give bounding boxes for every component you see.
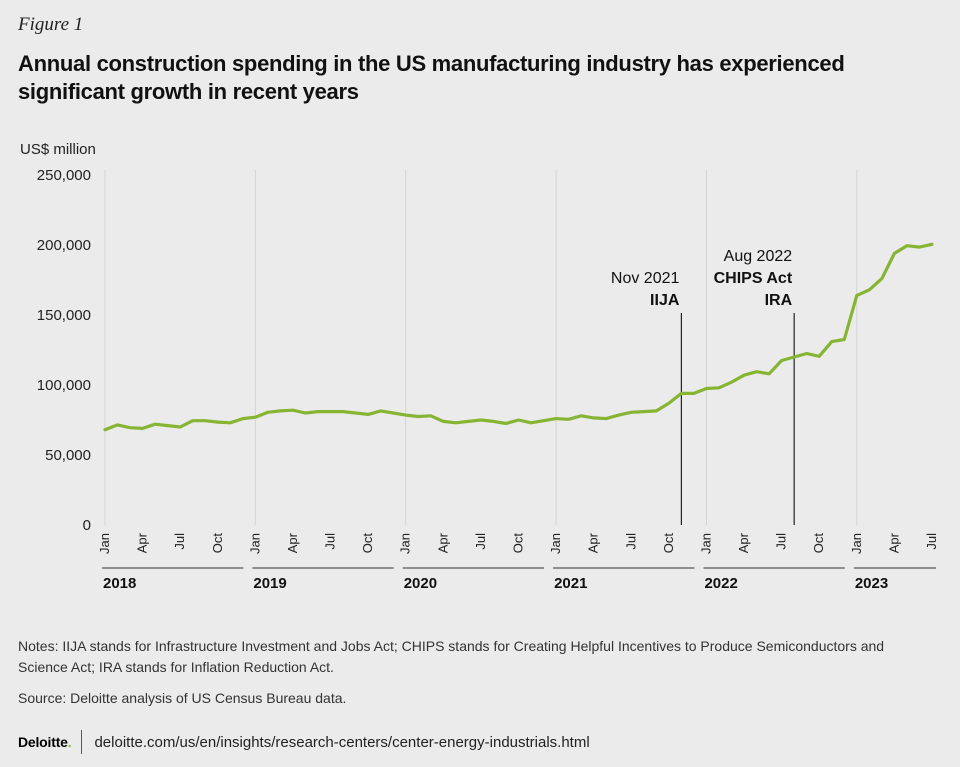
chart-notes: Notes: IIJA stands for Infrastructure In… — [18, 638, 885, 675]
annotations: Nov 2021 IIJA Aug 2022 CHIPS Act IRA — [611, 248, 795, 525]
x-tick-label: Jan — [398, 533, 413, 554]
x-tick-label: Jul — [172, 533, 187, 550]
footer: Deloitte. deloitte.com/us/en/insights/re… — [18, 729, 590, 755]
x-tick-label: Apr — [886, 532, 901, 553]
gridlines — [104, 170, 858, 525]
annotation-label: Aug 2022 — [724, 248, 793, 265]
year-label-2020: 2020 — [404, 575, 437, 592]
x-tick-label: Jul — [924, 533, 939, 550]
x-tick-label: Jan — [849, 533, 864, 554]
y-tick-label: 0 — [83, 517, 91, 534]
line-chart: US$ million 0 50,000 100,000 150,000 200,000… — [20, 141, 939, 592]
annotation-label: IRA — [765, 292, 793, 309]
x-tick-label: Apr — [285, 532, 300, 553]
deloitte-logo: Deloitte. — [18, 734, 72, 750]
chart-title: Annual construction spending in the US m… — [18, 51, 845, 104]
x-tick-label: Jul — [473, 533, 488, 550]
x-tick-label: Apr — [435, 532, 450, 553]
x-tick-label: Jan — [97, 533, 112, 554]
y-tick-label: 200,000 — [37, 237, 91, 254]
x-tick-label: Oct — [661, 533, 676, 554]
x-tick-label: Jul — [323, 533, 338, 550]
x-tick-label: Oct — [210, 533, 225, 554]
footer-url[interactable]: deloitte.com/us/en/insights/research-cen… — [94, 733, 590, 751]
y-tick-label: 100,000 — [37, 377, 91, 394]
y-axis: 0 50,000 100,000 150,000 200,000 250,000 — [37, 167, 91, 534]
x-tick-label: Apr — [736, 532, 751, 553]
x-tick-label: Oct — [511, 533, 526, 554]
x-tick-label: Jul — [623, 533, 638, 550]
annotation-label: CHIPS Act — [714, 270, 793, 287]
y-tick-label: 50,000 — [45, 447, 91, 464]
year-label-2018: 2018 — [103, 575, 136, 592]
figure-label: Figure 1 — [18, 14, 84, 35]
year-label-2023: 2023 — [855, 575, 888, 592]
x-tick-label: Apr — [135, 532, 150, 553]
year-label-2022: 2022 — [704, 575, 737, 592]
y-tick-label: 250,000 — [37, 167, 91, 184]
x-tick-label: Jan — [698, 533, 713, 554]
x-axis: Jan Apr Jul Oct 2018 Jan Apr Jul Oct 2019 Jan Apr Ju… — [97, 532, 939, 592]
x-tick-label: Jul — [774, 533, 789, 550]
x-tick-label: Jan — [548, 533, 563, 554]
chart-source: Source: Deloitte analysis of US Census B… — [18, 690, 347, 706]
y-axis-label: US$ million — [20, 141, 96, 158]
x-tick-label: Apr — [586, 532, 601, 553]
x-tick-label: Jan — [247, 533, 262, 554]
series-line — [103, 242, 934, 432]
x-tick-label: Oct — [811, 533, 826, 554]
annotation-label: IIJA — [650, 292, 680, 309]
y-tick-label: 150,000 — [37, 307, 91, 324]
x-tick-label: Oct — [360, 533, 375, 554]
annotation-label: Nov 2021 — [611, 270, 680, 287]
year-label-2021: 2021 — [554, 575, 587, 592]
year-label-2019: 2019 — [253, 575, 286, 592]
footer-divider — [81, 730, 83, 754]
